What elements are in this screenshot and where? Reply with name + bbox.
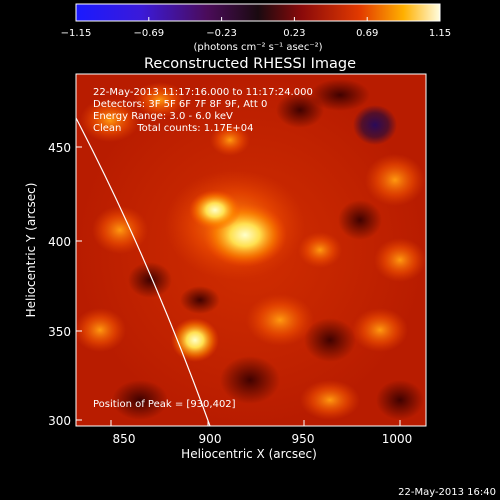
image-texture: [76, 79, 426, 420]
peak-position-label: Position of Peak = [930,402]: [93, 399, 236, 410]
image-title: Reconstructed RHESSI Image: [144, 56, 356, 72]
y-tick-label: 400: [48, 235, 71, 249]
x-axis-label: Heliocentric X (arcsec): [181, 447, 317, 461]
rhessi-image: [76, 74, 426, 426]
x-tick-label: 850: [113, 432, 136, 446]
x-tick-label: 1000: [382, 432, 413, 446]
y-tick-label: 350: [48, 325, 71, 339]
y-axis-label: Heliocentric Y (arcsec): [24, 183, 38, 318]
x-tick-label: 900: [199, 432, 222, 446]
y-tick-labels: 300 350 400 450: [48, 141, 71, 428]
bright-source-lobe: [189, 190, 241, 230]
y-tick-label: 300: [48, 414, 71, 428]
info-counts: Clean Total counts: 1.17E+04: [93, 123, 253, 134]
colorbar-tick-label: −0.23: [206, 28, 237, 39]
info-energy-range: Energy Range: 3.0 - 6.0 keV: [93, 111, 233, 122]
y-tick-label: 450: [48, 141, 71, 155]
negative-flux-region: [353, 105, 397, 145]
footer-timestamp: 22-May-2013 16:40: [398, 487, 496, 498]
colorbar-tick-labels: −1.15 −0.69 −0.23 0.23 0.69 1.15: [61, 28, 451, 39]
colorbar-tick-label: −0.69: [133, 28, 164, 39]
colorbar-unit-label: (photons cm⁻² s⁻¹ asec⁻²): [193, 42, 322, 53]
colorbar: [75, 3, 441, 22]
info-detectors: Detectors: 3F 5F 6F 7F 8F 9F, Att 0: [93, 99, 267, 110]
info-time-range: 22-May-2013 11:17:16.000 to 11:17:24.000: [93, 87, 313, 98]
solar-limb-line: [76, 117, 211, 426]
colorbar-tick-marks: [75, 17, 441, 21]
colorbar-tick-label: −1.15: [61, 28, 92, 39]
x-tick-labels: 850 900 950 1000: [113, 432, 413, 446]
colorbar-tick-label: 0.69: [356, 28, 378, 39]
image-info: 22-May-2013 11:17:16.000 to 11:17:24.000…: [93, 87, 313, 134]
colorbar-tick-label: 1.15: [429, 28, 451, 39]
axis-tick-marks: [76, 146, 401, 426]
colorbar-tick-label: 0.23: [283, 28, 305, 39]
image-frame: [75, 73, 427, 427]
secondary-source: [171, 318, 219, 362]
x-tick-label: 950: [292, 432, 315, 446]
